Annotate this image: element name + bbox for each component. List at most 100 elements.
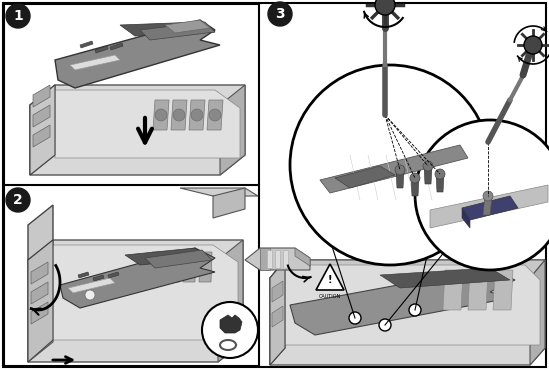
Polygon shape [468, 270, 488, 310]
Circle shape [423, 161, 433, 171]
Polygon shape [207, 100, 223, 130]
Polygon shape [145, 250, 212, 268]
Polygon shape [93, 275, 104, 281]
Polygon shape [31, 262, 48, 284]
Polygon shape [245, 248, 310, 270]
Polygon shape [411, 178, 419, 196]
Polygon shape [443, 270, 463, 310]
Polygon shape [33, 105, 50, 127]
Circle shape [349, 312, 361, 324]
Polygon shape [220, 85, 245, 175]
FancyBboxPatch shape [4, 4, 259, 366]
Circle shape [173, 109, 185, 121]
Text: CAUTION: CAUTION [319, 293, 341, 299]
Polygon shape [430, 185, 548, 228]
Polygon shape [80, 41, 93, 48]
Polygon shape [33, 125, 50, 147]
Polygon shape [272, 281, 283, 302]
Polygon shape [30, 85, 55, 175]
Polygon shape [320, 145, 468, 193]
Polygon shape [483, 196, 492, 215]
Polygon shape [108, 272, 119, 278]
Polygon shape [220, 315, 242, 333]
Polygon shape [267, 250, 272, 268]
Polygon shape [68, 278, 115, 293]
Polygon shape [316, 264, 344, 290]
Polygon shape [189, 100, 205, 130]
Circle shape [155, 109, 167, 121]
Text: 3: 3 [275, 7, 285, 21]
Circle shape [290, 65, 490, 265]
Polygon shape [110, 43, 123, 50]
Polygon shape [55, 20, 220, 88]
Polygon shape [151, 252, 164, 282]
Polygon shape [285, 265, 540, 345]
Polygon shape [28, 240, 243, 362]
Polygon shape [31, 282, 48, 304]
Polygon shape [30, 85, 55, 175]
Circle shape [415, 120, 549, 270]
Polygon shape [272, 306, 283, 327]
Polygon shape [275, 250, 280, 268]
Circle shape [6, 4, 30, 28]
Text: !: ! [328, 275, 332, 285]
Circle shape [191, 109, 203, 121]
Polygon shape [140, 22, 215, 40]
Polygon shape [270, 260, 545, 365]
Polygon shape [28, 240, 53, 362]
Polygon shape [335, 166, 395, 188]
Polygon shape [396, 170, 404, 188]
Circle shape [85, 290, 95, 300]
Polygon shape [60, 248, 215, 308]
Polygon shape [33, 85, 50, 107]
Polygon shape [31, 302, 48, 324]
Polygon shape [28, 205, 53, 260]
Circle shape [379, 319, 391, 331]
Polygon shape [199, 252, 212, 282]
Circle shape [483, 191, 493, 201]
Polygon shape [125, 248, 210, 265]
Polygon shape [180, 188, 258, 196]
Polygon shape [270, 260, 285, 365]
Circle shape [435, 169, 445, 179]
Polygon shape [95, 46, 108, 53]
Polygon shape [167, 252, 180, 282]
Polygon shape [260, 248, 270, 270]
Polygon shape [183, 252, 196, 282]
Polygon shape [171, 100, 187, 130]
Polygon shape [70, 55, 120, 70]
Polygon shape [213, 188, 245, 218]
Polygon shape [55, 90, 240, 158]
Polygon shape [462, 196, 518, 220]
FancyBboxPatch shape [3, 3, 546, 367]
Polygon shape [218, 240, 243, 362]
Polygon shape [380, 268, 510, 288]
Polygon shape [424, 166, 432, 184]
Polygon shape [493, 270, 513, 310]
Polygon shape [270, 260, 545, 278]
Polygon shape [290, 268, 515, 335]
Circle shape [409, 304, 421, 316]
Circle shape [202, 302, 258, 358]
Circle shape [410, 173, 420, 183]
Polygon shape [53, 245, 238, 340]
Text: 1: 1 [13, 9, 23, 23]
Circle shape [268, 2, 292, 26]
Text: 2: 2 [13, 193, 23, 207]
Circle shape [209, 109, 221, 121]
Circle shape [6, 188, 30, 212]
Polygon shape [30, 85, 245, 175]
Polygon shape [270, 260, 285, 365]
Polygon shape [28, 240, 53, 362]
Polygon shape [530, 260, 545, 365]
Polygon shape [462, 208, 470, 228]
Circle shape [375, 0, 395, 15]
Polygon shape [165, 20, 210, 33]
Polygon shape [153, 100, 169, 130]
Polygon shape [295, 248, 310, 266]
Polygon shape [78, 272, 89, 278]
Circle shape [524, 36, 542, 54]
Polygon shape [283, 250, 288, 268]
Circle shape [395, 165, 405, 175]
Polygon shape [120, 22, 215, 36]
